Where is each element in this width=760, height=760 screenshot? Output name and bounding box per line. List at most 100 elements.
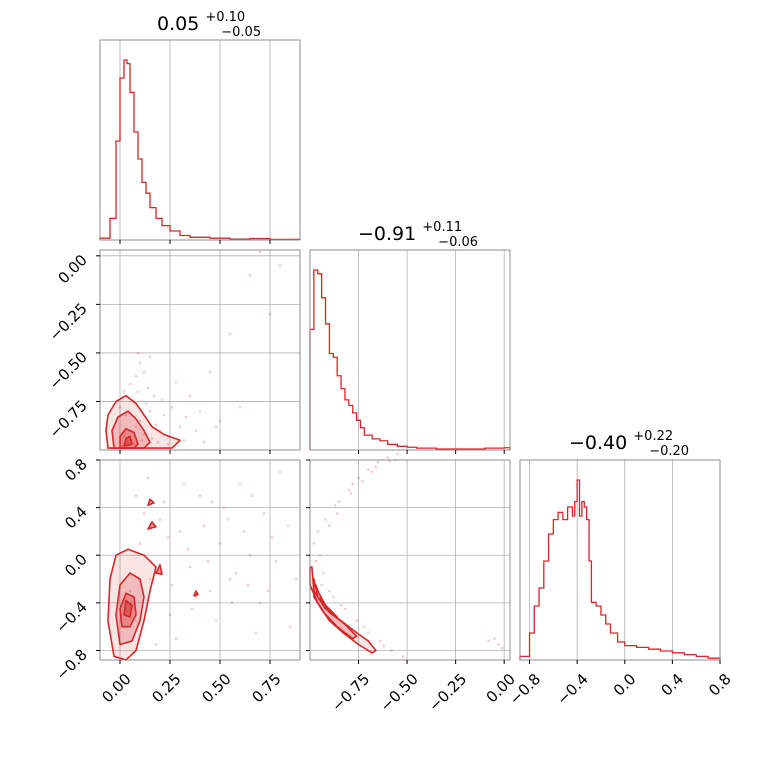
scatter-point-2-1-16: [390, 649, 393, 652]
xtick-label-0-0: 0.00: [98, 670, 134, 706]
scatter-point-2-1-6: [376, 461, 380, 464]
scatter-point-1-0-36: [166, 442, 170, 446]
contour-1-0-1: [111, 410, 151, 449]
frame-0-0: [99, 39, 301, 241]
scatter-point-2-1-20: [316, 530, 320, 533]
scatter-point-2-0-45: [294, 577, 298, 581]
scatter-point-2-1-21: [320, 583, 323, 587]
scatter-point-1-0-46: [122, 390, 126, 394]
scatter-point-1-0-23: [174, 380, 178, 384]
scatter-point-1-0-21: [134, 374, 138, 378]
scatter-point-1-0-27: [258, 250, 262, 254]
scatter-point-1-0-24: [238, 405, 242, 409]
scatter-point-2-0-15: [288, 625, 292, 628]
minus-0: −0.05: [221, 25, 261, 40]
scatter-point-2-0-39: [230, 601, 234, 605]
ytick-label-2-0: 0.8: [61, 455, 91, 485]
ytick-label-2-3: −0.4: [52, 598, 90, 636]
panel-0-0: [99, 39, 301, 244]
scatter-point-2-1-5: [366, 468, 370, 471]
scatter-point-1-0-49: [148, 355, 152, 359]
scatter-point-2-0-26: [242, 530, 246, 533]
scatter-point-2-1-4: [357, 476, 360, 480]
scatter-point-2-1-32: [487, 639, 490, 643]
scatter-point-1-0-37: [182, 438, 186, 442]
scatter-point-1-0-28: [228, 332, 232, 335]
frame-2-1: [309, 459, 511, 661]
minus-1: −0.06: [438, 235, 478, 250]
xtick-label-1-1: −0.50: [377, 670, 422, 715]
scatter-point-2-0-31: [146, 476, 150, 480]
scatter-point-2-1-27: [370, 470, 374, 474]
scatter-point-2-0-42: [266, 589, 270, 593]
ytick-label-1-3: −0.75: [46, 397, 91, 442]
scatter-point-2-1-9: [405, 449, 409, 452]
plus-1: +0.11: [422, 220, 462, 235]
scatter-point-1-0-16: [198, 409, 202, 413]
scatter-point-2-1-15: [378, 639, 382, 643]
scatter-point-1-0-42: [184, 415, 188, 419]
frame-2-2: [519, 459, 721, 661]
contour-2-0-6: [155, 564, 163, 576]
title-param-2: −0.40 +0.22 −0.20: [569, 423, 689, 459]
median-0: 0.05: [157, 13, 199, 35]
contour-2-0-3: [123, 599, 133, 618]
contour-2-1-0: [309, 566, 377, 654]
contour-2-1-2: [315, 584, 338, 618]
scatter-point-2-1-14: [366, 631, 370, 634]
scatter-point-1-0-5: [142, 433, 146, 436]
scatter-point-2-0-16: [162, 500, 166, 503]
xtick-label-1-2: −0.25: [425, 670, 470, 715]
scatter-point-2-1-36: [349, 492, 353, 495]
scatter-point-2-0-2: [148, 577, 152, 581]
contour-2-0-7: [193, 590, 199, 597]
scatter-point-1-0-45: [214, 425, 218, 428]
scatter-point-2-0-29: [274, 559, 278, 563]
scatter-point-2-0-19: [154, 643, 158, 646]
scatter-point-1-0-30: [120, 444, 124, 448]
scatter-point-1-0-10: [146, 386, 150, 390]
scatter-point-2-1-24: [339, 603, 343, 607]
panels-layer: 0.00 0.25 0.50 0.75 −0.75 −0.50 −0.25 0.00−0.8−…: [46, 39, 735, 715]
scatter-point-2-1-25: [351, 482, 355, 486]
panel-2-1: [306, 449, 511, 664]
scatter-point-1-0-29: [248, 273, 252, 277]
scatter-point-1-0-41: [170, 405, 174, 409]
median-2: −0.40: [569, 432, 627, 454]
scatter-point-2-0-23: [214, 619, 218, 623]
scatter-point-2-0-17: [174, 637, 178, 640]
xtick-label-0-3: 0.75: [248, 670, 284, 706]
scatter-point-2-1-22: [328, 589, 331, 593]
scatter-point-2-1-37: [361, 480, 364, 483]
scatter-point-2-1-39: [388, 459, 391, 463]
scatter-point-2-0-43: [270, 536, 274, 539]
scatter-point-2-0-8: [208, 589, 212, 593]
scatter-point-2-0-22: [202, 524, 206, 527]
scatter-point-2-0-11: [238, 482, 242, 486]
scatter-point-2-0-32: [166, 536, 170, 539]
ytick-label-1-1: −0.25: [46, 299, 91, 344]
scatter-point-2-1-0: [318, 553, 322, 557]
scatter-point-2-1-13: [355, 619, 358, 623]
scatter-point-1-0-6: [148, 409, 152, 413]
scatter-point-2-0-30: [134, 494, 138, 498]
contour-1-0-3: [123, 435, 133, 447]
scatter-point-2-1-19: [314, 559, 318, 563]
scatter-point-2-0-20: [182, 482, 186, 486]
scatter-point-1-0-39: [152, 394, 156, 397]
scatter-point-2-1-26: [363, 625, 366, 628]
plus-0: +0.10: [205, 10, 245, 25]
scatter-point-1-0-48: [136, 351, 140, 355]
xtick-label-1-0: −0.75: [328, 670, 373, 715]
scatter-point-2-0-10: [228, 577, 232, 581]
xtick-label-0-1: 0.25: [148, 670, 184, 706]
panel-2-0: [96, 459, 301, 664]
scatter-point-1-0-34: [150, 437, 154, 440]
contour-2-0-5: [147, 498, 155, 506]
ytick-label-2-1: 0.4: [61, 503, 91, 533]
scatter-point-1-0-0: [122, 435, 126, 438]
scatter-point-2-0-33: [170, 583, 174, 587]
scatter-point-1-0-4: [124, 413, 128, 417]
xtick-label-2-3: 0.4: [658, 670, 688, 700]
